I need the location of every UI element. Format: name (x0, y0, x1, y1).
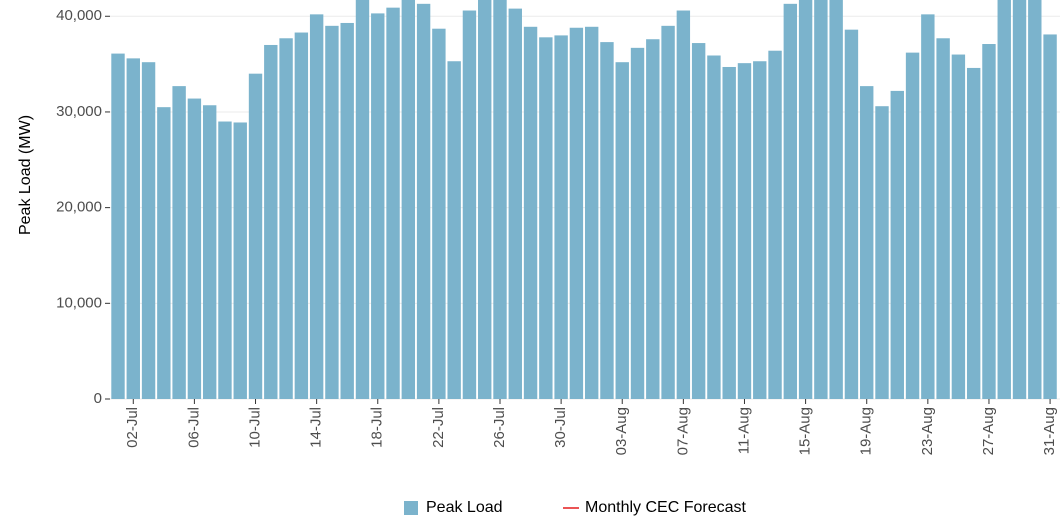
bar (661, 25, 675, 399)
bar (753, 61, 767, 399)
bar (371, 13, 385, 399)
bar (600, 42, 614, 400)
bar (997, 0, 1011, 400)
bar (691, 43, 706, 399)
bar (187, 98, 202, 399)
bar (921, 14, 935, 400)
y-tick-label: 20,000 (56, 199, 102, 216)
bar (111, 53, 125, 399)
bar (936, 38, 950, 400)
bar (447, 61, 461, 399)
bar (829, 0, 843, 400)
x-tick-label: 23-Aug (919, 407, 936, 455)
bar (493, 0, 507, 400)
legend-label: Monthly CEC Forecast (585, 499, 746, 516)
bar (508, 8, 522, 399)
bar (875, 106, 889, 400)
bar (844, 29, 859, 400)
bar (783, 3, 798, 400)
bar (523, 26, 538, 399)
bar (722, 66, 736, 399)
y-tick-label: 40,000 (56, 7, 102, 24)
x-tick-label: 02-Jul (124, 407, 141, 448)
bar (309, 14, 324, 400)
bar (432, 28, 446, 399)
bar (539, 37, 553, 399)
bar (615, 62, 629, 399)
bar (401, 0, 416, 400)
x-tick-label: 11-Aug (735, 407, 752, 454)
bar (233, 122, 247, 399)
bar (218, 121, 232, 400)
bar (814, 0, 828, 400)
bar (462, 10, 477, 400)
x-tick-label: 07-Aug (674, 407, 691, 455)
bar (478, 0, 492, 400)
bar (630, 47, 645, 399)
bar (584, 26, 599, 399)
bar (126, 58, 140, 399)
bar (569, 27, 584, 400)
bar (768, 50, 782, 400)
y-tick-label: 30,000 (56, 103, 102, 120)
bar (355, 0, 370, 400)
x-tick-label: 06-Jul (185, 407, 202, 448)
bar (676, 10, 691, 400)
legend-label: Peak Load (426, 499, 503, 516)
bar (172, 86, 186, 399)
bar (340, 22, 354, 400)
bar (982, 44, 996, 399)
x-tick-label: 19-Aug (858, 407, 875, 455)
bar (1043, 34, 1057, 399)
bar (294, 32, 309, 399)
bar (737, 63, 752, 400)
x-tick-label: 18-Jul (369, 407, 386, 448)
x-tick-label: 22-Jul (430, 407, 447, 448)
bar (279, 38, 293, 400)
bar (386, 7, 400, 400)
bar (1028, 0, 1042, 400)
bar (416, 3, 431, 400)
x-tick-label: 10-Jul (246, 407, 263, 448)
bar (798, 0, 813, 400)
y-tick-label: 0 (94, 390, 102, 407)
bar (646, 39, 660, 399)
bar (202, 105, 217, 399)
bar (890, 90, 904, 399)
x-tick-label: 14-Jul (308, 407, 325, 448)
y-tick-label: 10,000 (56, 294, 102, 311)
bar (707, 55, 721, 400)
legend-swatch (404, 501, 418, 515)
bar (157, 107, 171, 399)
bar (905, 52, 920, 399)
x-tick-label: 15-Aug (797, 407, 814, 455)
x-tick-label: 26-Jul (491, 407, 508, 448)
bar (1012, 0, 1027, 400)
bar (951, 54, 966, 399)
bar (141, 62, 156, 399)
legend: Peak Load Monthly CEC Forecast (404, 499, 746, 516)
x-tick-label: 30-Jul (552, 407, 569, 448)
x-tick-label: 03-Aug (613, 407, 630, 455)
bar (248, 73, 263, 399)
bar (966, 67, 981, 400)
bar (264, 44, 278, 399)
bar (325, 25, 339, 399)
x-tick-label: 31-Aug (1041, 407, 1058, 455)
bar (860, 86, 874, 399)
bar (554, 35, 568, 399)
x-tick-label: 27-Aug (980, 407, 997, 455)
y-axis-title: Peak Load (MW) (17, 115, 34, 235)
